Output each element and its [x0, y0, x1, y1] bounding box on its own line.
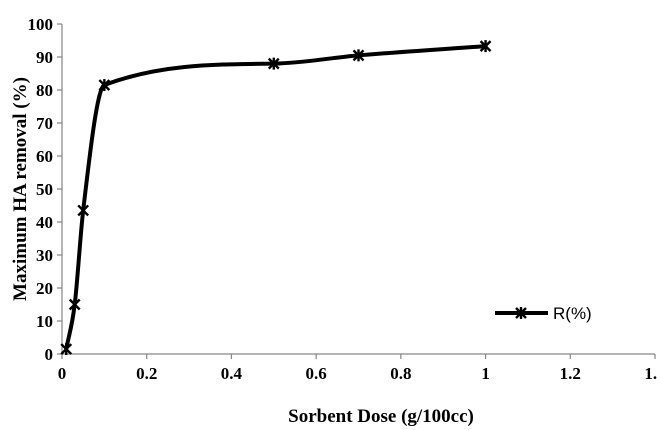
- y-tick-label: 90: [36, 48, 53, 67]
- data-point-marker: [98, 79, 111, 92]
- y-tick-label: 20: [36, 279, 53, 298]
- data-point-marker: [267, 57, 280, 70]
- series-group: [60, 40, 492, 356]
- y-tick-label: 80: [36, 81, 53, 100]
- x-tick-label: 0.8: [390, 364, 411, 383]
- x-tick-label: 1.2: [560, 364, 581, 383]
- y-tick-label: 30: [36, 246, 53, 265]
- y-tick-label: 70: [36, 114, 53, 133]
- y-tick-label: 60: [36, 147, 53, 166]
- x-tick-label: 0.4: [221, 364, 243, 383]
- x-tick-label: 0.2: [136, 364, 157, 383]
- data-point-marker: [77, 204, 90, 217]
- x-tick-label: 1.4: [644, 364, 657, 383]
- data-point-marker: [479, 40, 492, 53]
- y-tick-label: 0: [45, 345, 54, 364]
- x-axis-title: Sorbent Dose (g/100cc): [288, 406, 474, 427]
- y-tick-label: 10: [36, 312, 53, 331]
- x-tick-label: 0.6: [306, 364, 327, 383]
- x-tick-label: 1: [481, 364, 490, 383]
- y-tick-label: 100: [28, 15, 54, 34]
- axes: 0 10 20 30 40 50 60 70 80 90 100 0 0.2 0.4 0.6 0.8 1 1.2 1…: [28, 15, 657, 383]
- data-point-marker: [60, 343, 73, 356]
- legend: R(%): [495, 304, 592, 323]
- data-point-marker: [352, 49, 365, 62]
- y-axis-title: Maximum HA removal (%): [10, 77, 31, 301]
- data-point-marker: [68, 298, 81, 311]
- legend-marker: [515, 307, 527, 319]
- y-tick-label: 40: [36, 213, 53, 232]
- x-tick-label: 0: [58, 364, 67, 383]
- legend-label: R(%): [553, 304, 592, 323]
- series-line: [64, 44, 488, 352]
- y-tick-label: 50: [36, 180, 53, 199]
